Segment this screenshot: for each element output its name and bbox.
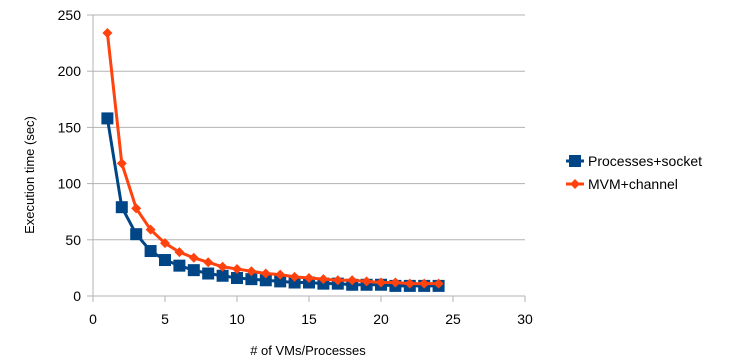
data-point [174, 247, 185, 258]
data-point [274, 275, 287, 288]
legend-label: MVM+channel [588, 176, 678, 192]
legend-label: Processes+socket [588, 153, 702, 169]
data-point [232, 264, 242, 275]
data-point [259, 274, 272, 287]
x-tick-label: 0 [89, 311, 97, 327]
x-tick-label: 10 [229, 311, 245, 327]
data-point [101, 112, 114, 125]
y-tick-label: 250 [58, 7, 82, 23]
data-point [390, 277, 401, 288]
data-point [304, 273, 314, 284]
data-point [275, 269, 286, 280]
data-point [116, 158, 127, 169]
y-tick-label: 0 [73, 288, 81, 304]
y-tick-label: 200 [58, 63, 82, 79]
data-point [260, 268, 271, 279]
data-point [246, 266, 257, 277]
data-point [173, 259, 186, 272]
data-point [160, 238, 170, 249]
data-point [187, 264, 200, 277]
data-point [433, 278, 444, 289]
y-tick-label: 50 [65, 232, 81, 248]
legend-item: Processes+socket [566, 153, 702, 169]
axes [87, 14, 526, 302]
data-point [159, 254, 171, 267]
data-point [289, 271, 300, 282]
x-tick-label: 30 [517, 311, 533, 327]
y-tick-label: 150 [58, 119, 82, 135]
data-point [332, 275, 343, 286]
series-line [105, 118, 439, 288]
data-point [361, 276, 372, 287]
data-point [419, 278, 430, 289]
tick-labels: 0 50 100 150 200 250 0 5 10 15 20 25 30 [58, 7, 533, 327]
series-processes-socket [101, 112, 445, 292]
data-point [217, 261, 228, 272]
data-point [404, 278, 415, 289]
data-point [102, 27, 113, 38]
data-point [144, 245, 157, 258]
y-tick-label: 100 [58, 176, 82, 192]
data-point [318, 274, 329, 285]
series-mvm-channel [102, 27, 444, 289]
data-point [131, 203, 142, 214]
data-point [202, 267, 215, 280]
x-tick-label: 25 [445, 311, 461, 327]
data-point [376, 277, 386, 288]
data-point [145, 224, 156, 235]
x-axis-title: # of VMs/Processes [250, 343, 366, 358]
series-line [105, 32, 439, 286]
data-point [130, 228, 143, 241]
data-point [188, 252, 199, 263]
x-tick-label: 5 [161, 311, 169, 327]
data-point [203, 257, 214, 268]
data-point [347, 275, 358, 286]
data-point [231, 272, 243, 285]
data-point [245, 273, 258, 286]
series [101, 27, 445, 292]
legend-marker [570, 179, 580, 189]
legend: Processes+socket MVM+channel [566, 153, 702, 192]
data-point [288, 276, 301, 289]
data-point [115, 201, 128, 214]
data-point [216, 269, 229, 282]
y-axis-title: Execution time (sec) [22, 116, 37, 234]
legend-item: MVM+channel [566, 176, 678, 192]
legend-marker [569, 155, 581, 167]
x-tick-label: 20 [373, 311, 389, 327]
x-tick-label: 15 [301, 311, 317, 327]
